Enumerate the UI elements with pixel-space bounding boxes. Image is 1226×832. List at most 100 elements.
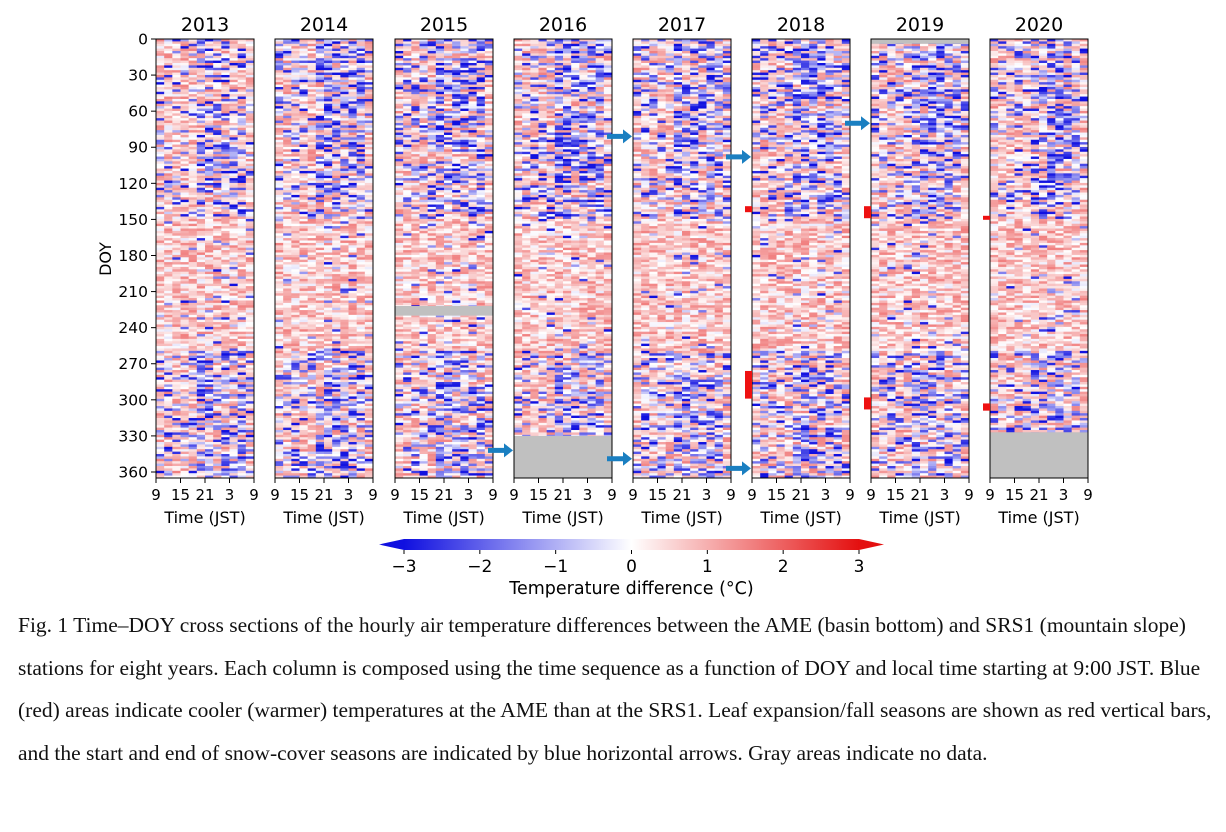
leaf-season-bar <box>864 397 871 410</box>
x-tick-label: 3 <box>821 486 831 504</box>
y-axis: 0 30 60 90 120 150 180 210 240 270 300 330 360 DOY <box>96 31 156 481</box>
colorbar-tick-label: −3 <box>391 557 416 577</box>
x-tick-label: 9 <box>1083 486 1093 504</box>
x-tick-label: 3 <box>1059 486 1069 504</box>
panel-texture <box>156 39 255 479</box>
leaf-season-bar <box>864 206 871 219</box>
x-tick-label: 3 <box>583 486 593 504</box>
colorbar-extend-high <box>859 539 884 550</box>
x-tick-label: 3 <box>344 486 354 504</box>
x-tick-label: 15 <box>886 486 905 504</box>
x-tick-label: 21 <box>910 486 929 504</box>
colorbar-extend-low <box>379 539 404 550</box>
x-tick-label: 21 <box>1029 486 1048 504</box>
x-tick-label: 15 <box>290 486 309 504</box>
y-tick-label: 240 <box>118 319 148 337</box>
panel-texture <box>990 39 1089 479</box>
figure-caption: Fig. 1 Time–DOY cross sections of the ho… <box>18 613 1212 765</box>
annotation-marks <box>488 116 990 476</box>
x-tick-label: 9 <box>488 486 498 504</box>
x-tick-label: 15 <box>529 486 548 504</box>
colorbar-tick-label: 1 <box>702 557 713 577</box>
x-tick-label: 9 <box>607 486 617 504</box>
y-tick-label: 60 <box>128 103 148 121</box>
y-tick-label: 360 <box>118 463 148 481</box>
panel-texture <box>395 39 494 479</box>
colorbar-tick-label: −1 <box>543 557 568 577</box>
x-tick-label: 9 <box>390 486 400 504</box>
x-tick-label: 21 <box>553 486 572 504</box>
colorbar: −3 −2 −1 0 1 2 3 Temperature difference (°C) <box>379 539 884 599</box>
y-tick-label: 330 <box>118 427 148 445</box>
y-tick-label: 0 <box>138 31 148 49</box>
x-tick-label: 9 <box>628 486 638 504</box>
y-axis-label: DOY <box>96 242 115 276</box>
x-axis-label: Time (JST) <box>402 508 484 527</box>
x-axis-label: Time (JST) <box>521 508 603 527</box>
y-tick-label: 30 <box>128 67 148 85</box>
x-axis-label: Time (JST) <box>759 508 841 527</box>
no-data-area <box>514 435 612 478</box>
snow-cover-arrow <box>488 443 513 458</box>
panel-title: 2018 <box>777 14 825 36</box>
snow-cover-arrow <box>726 461 751 476</box>
y-tick-label: 120 <box>118 175 148 193</box>
x-tick-label: 3 <box>702 486 712 504</box>
x-tick-label: 9 <box>368 486 378 504</box>
snow-cover-arrow <box>845 116 870 131</box>
no-data-area <box>395 306 493 316</box>
x-axis-label: Time (JST) <box>878 508 960 527</box>
x-tick-label: 9 <box>151 486 161 504</box>
leaf-season-bar <box>983 215 990 220</box>
x-tick-label: 3 <box>464 486 474 504</box>
panel-title: 2016 <box>539 14 587 36</box>
x-tick-label: 9 <box>866 486 876 504</box>
y-tick-label: 150 <box>118 211 148 229</box>
x-tick-label: 9 <box>985 486 995 504</box>
snow-cover-arrow <box>726 149 751 164</box>
x-axis-label: Time (JST) <box>997 508 1079 527</box>
panel-title: 2017 <box>658 14 706 36</box>
x-tick-label: 15 <box>410 486 429 504</box>
colorbar-tick-label: 3 <box>854 557 865 577</box>
x-tick-label: 9 <box>964 486 974 504</box>
x-tick-label: 3 <box>225 486 235 504</box>
x-tick-label: 21 <box>314 486 333 504</box>
leaf-season-bar <box>983 403 990 411</box>
x-axis-label: Time (JST) <box>282 508 364 527</box>
panel-title: 2020 <box>1015 14 1063 36</box>
x-tick-label: 15 <box>767 486 786 504</box>
y-tick-label: 180 <box>118 247 148 265</box>
x-axis-label: Time (JST) <box>163 508 245 527</box>
panel-texture <box>752 39 851 479</box>
panel-title: 2013 <box>181 14 229 36</box>
x-tick-label: 15 <box>171 486 190 504</box>
x-tick-label: 21 <box>195 486 214 504</box>
colorbar-tick-label: −2 <box>467 557 492 577</box>
x-tick-label: 21 <box>434 486 453 504</box>
x-tick-label: 9 <box>845 486 855 504</box>
no-data-area <box>990 432 1088 478</box>
panel-texture <box>871 39 970 479</box>
panel-title: 2019 <box>896 14 944 36</box>
x-axis-label: Time (JST) <box>640 508 722 527</box>
colorbar-gradient <box>404 539 859 550</box>
x-tick-label: 9 <box>747 486 757 504</box>
y-tick-label: 210 <box>118 283 148 301</box>
colorbar-tick-label: 0 <box>626 557 637 577</box>
